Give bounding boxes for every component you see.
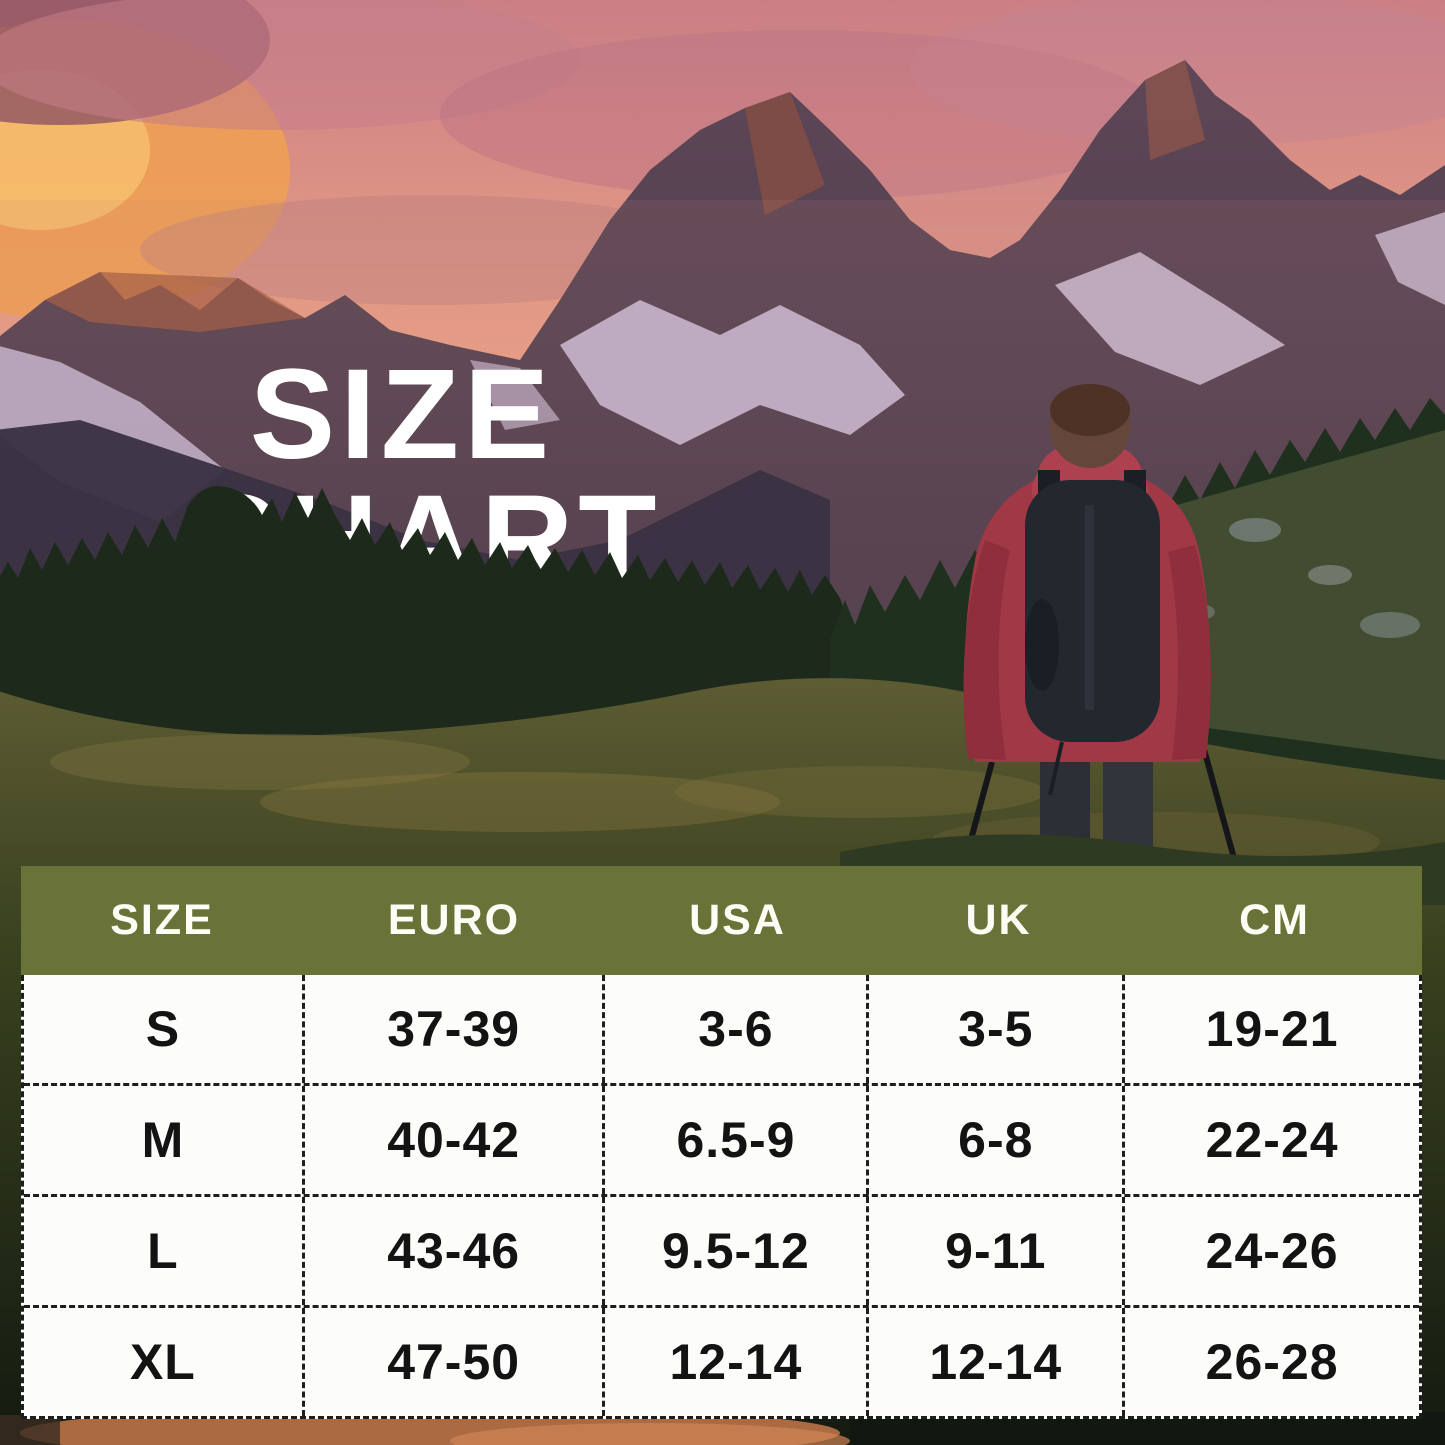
- backpack-seam: [1085, 505, 1094, 710]
- cell-cm: 26-28: [1205, 1334, 1339, 1390]
- grass-streak: [675, 766, 1045, 818]
- snow-patch: [560, 300, 905, 445]
- cell-euro: 47-50: [305, 1308, 606, 1416]
- hiker-arm: [1168, 545, 1211, 760]
- table-header: SIZE EURO USA UK CM: [21, 866, 1422, 975]
- title-line-1: SIZE: [250, 343, 555, 486]
- dark-bottom-left: [0, 1415, 60, 1445]
- dark-bottom-right: [850, 1412, 1445, 1445]
- header-cell-usa: USA: [689, 896, 786, 944]
- rock: [1360, 612, 1420, 638]
- hiker-arm: [963, 540, 1010, 760]
- cell-usa: 6.5-9: [605, 1086, 870, 1194]
- header-cell-size: SIZE: [110, 896, 214, 944]
- header-cell-uk: UK: [965, 896, 1032, 944]
- hiker-hair: [1050, 384, 1130, 436]
- cell-uk: 3-5: [869, 975, 1126, 1083]
- backpack-cord: [1048, 741, 1064, 796]
- treeline: [0, 486, 855, 760]
- snow-streak: [470, 360, 560, 430]
- cell-uk: 9-11: [869, 1197, 1126, 1305]
- backpack-pocket: [1025, 599, 1059, 691]
- sunlit-peak: [1145, 60, 1205, 160]
- table-row-l: L 43-46 9.5-12 9-11 24-26: [24, 1197, 1419, 1308]
- sunlit-peak: [745, 92, 825, 215]
- rock: [1308, 565, 1352, 585]
- table-row-s: S 37-39 3-6 3-5 19-21: [24, 975, 1419, 1086]
- table-body: S 37-39 3-6 3-5 19-21 M 40-42 6.5-9 6-8 …: [21, 975, 1422, 1419]
- cell-size: S: [24, 975, 305, 1083]
- table-row-m: M 40-42 6.5-9 6-8 22-24: [24, 1086, 1419, 1197]
- cell-cm: 19-21: [1205, 1001, 1339, 1057]
- cell-uk: 6-8: [869, 1086, 1126, 1194]
- header-cell-euro: EURO: [387, 896, 521, 944]
- cell-size: XL: [24, 1308, 305, 1416]
- cell-usa: 3-6: [605, 975, 870, 1083]
- cloud: [0, 0, 580, 130]
- cell-cm: 22-24: [1205, 1112, 1339, 1168]
- cell-usa: 12-14: [605, 1308, 870, 1416]
- sunlit-grass-band: [450, 1423, 850, 1445]
- cell-uk: 12-14: [869, 1308, 1126, 1416]
- sunlit-ridge: [45, 272, 305, 332]
- snow-patch: [1375, 212, 1445, 305]
- cell-euro: 37-39: [305, 975, 606, 1083]
- header-cell-cm: CM: [1239, 896, 1310, 944]
- cell-usa: 9.5-12: [605, 1197, 870, 1305]
- cell-euro: 43-46: [305, 1197, 606, 1305]
- table-row-xl: XL 47-50 12-14 12-14 26-28: [24, 1308, 1419, 1416]
- size-table: SIZE EURO USA UK CM S 37-39 3-6 3-5 19-2…: [21, 866, 1422, 1419]
- snow-patch: [1055, 252, 1285, 385]
- rock: [1229, 518, 1281, 542]
- cell-size: L: [24, 1197, 305, 1305]
- grass-streak: [260, 772, 780, 832]
- cell-size: M: [24, 1086, 305, 1194]
- cell-cm: 24-26: [1205, 1223, 1339, 1279]
- grass-streak: [50, 734, 470, 790]
- cell-euro: 40-42: [305, 1086, 606, 1194]
